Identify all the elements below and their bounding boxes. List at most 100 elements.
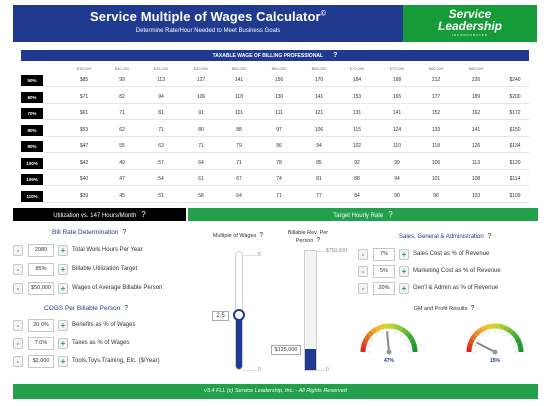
value-input[interactable]: $50,000 bbox=[28, 282, 54, 295]
stepper-label: Billable Utilization Target bbox=[72, 266, 138, 272]
value-input[interactable]: $2,000 bbox=[28, 355, 54, 368]
row-divider bbox=[45, 201, 529, 203]
help-icon[interactable]: ? bbox=[470, 305, 475, 312]
multiple-scale-bottom: 0 bbox=[258, 367, 261, 373]
table-row: 110% $39 45 51 58 64 71 77 84 90 96 103 $109 bbox=[21, 190, 529, 203]
row-divider bbox=[45, 119, 529, 120]
increment-button[interactable]: + bbox=[58, 264, 68, 275]
increment-button[interactable]: + bbox=[58, 283, 68, 294]
help-icon[interactable]: ? bbox=[316, 237, 321, 244]
gauge-tick bbox=[381, 330, 384, 335]
value-input[interactable]: 20% bbox=[373, 282, 395, 295]
table-row: 60% $71 82 94 106 118 130 141 153 165 177 189 $200 bbox=[21, 91, 529, 104]
wage-column-header: $60,000 bbox=[271, 66, 287, 71]
table-cell: 61 bbox=[198, 176, 204, 182]
table-cell: 212 bbox=[431, 77, 441, 83]
table-cell: 106 bbox=[431, 159, 441, 166]
increment-button[interactable]: + bbox=[58, 338, 68, 349]
table-cell: 71 bbox=[276, 192, 282, 199]
table-cell: 124 bbox=[392, 126, 402, 133]
table-cell: $61 bbox=[79, 110, 89, 116]
table-cell: 91 bbox=[198, 110, 204, 116]
table-cell: $85 bbox=[79, 77, 89, 83]
table-cell: 153 bbox=[352, 93, 362, 100]
wage-column-header: $85,000 bbox=[468, 66, 484, 71]
table-cell: 71 bbox=[236, 159, 242, 166]
increment-button[interactable]: + bbox=[58, 320, 68, 331]
wage-table-title: TAXABLE WAGE OF BILLING PROFESSIONAL? bbox=[21, 50, 529, 61]
decrement-button[interactable]: - bbox=[13, 245, 23, 256]
value-input[interactable]: 2080 bbox=[28, 244, 54, 257]
increment-button[interactable]: + bbox=[58, 356, 68, 367]
wage-column-header: $45,000 bbox=[153, 66, 169, 71]
table-cell: 85 bbox=[316, 159, 322, 166]
gauge-tick bbox=[371, 338, 374, 342]
gauge-needle bbox=[386, 331, 390, 353]
decrement-button[interactable]: - bbox=[13, 338, 23, 349]
table-cell: $42 bbox=[79, 159, 89, 166]
gross-margin-gauge: 47% bbox=[360, 323, 418, 364]
value-input[interactable]: 7.0% bbox=[28, 337, 54, 350]
decrement-button[interactable]: - bbox=[13, 320, 23, 331]
revenue-slider-track[interactable] bbox=[304, 250, 317, 371]
table-cell: 152 bbox=[431, 110, 441, 116]
decrement-button[interactable]: - bbox=[358, 266, 368, 277]
increment-button[interactable]: + bbox=[58, 245, 68, 256]
table-cell: 77 bbox=[316, 192, 322, 199]
help-icon[interactable]: ? bbox=[124, 305, 129, 312]
increment-button[interactable]: + bbox=[399, 249, 409, 260]
row-divider bbox=[45, 135, 529, 137]
increment-button[interactable]: + bbox=[399, 266, 409, 277]
help-icon[interactable]: ? bbox=[141, 210, 146, 219]
table-cell: 162 bbox=[471, 110, 481, 116]
wage-column-header: $80,000 bbox=[428, 66, 444, 71]
multiple-value[interactable]: 2.5 bbox=[212, 311, 229, 321]
table-cell: 71 bbox=[119, 110, 125, 116]
decrement-button[interactable]: - bbox=[13, 356, 23, 367]
help-icon[interactable]: ? bbox=[259, 232, 264, 239]
gauge-hub bbox=[386, 349, 392, 355]
value-input[interactable]: 5% bbox=[373, 265, 395, 278]
value-input[interactable]: 7% bbox=[373, 248, 395, 261]
logo-tagline: INCORPORATED bbox=[452, 33, 488, 37]
gauge-segment bbox=[400, 327, 408, 335]
help-icon[interactable]: ? bbox=[122, 229, 127, 236]
wage-column-header: $50,000 bbox=[193, 66, 209, 71]
tick bbox=[317, 370, 325, 371]
increment-button[interactable]: + bbox=[399, 283, 409, 294]
multiple-scale-top: 5 bbox=[258, 252, 261, 258]
gauge-segment bbox=[506, 327, 514, 335]
help-icon[interactable]: ? bbox=[487, 233, 492, 240]
table-cell: 106 bbox=[196, 93, 206, 100]
decrement-button[interactable]: - bbox=[358, 283, 368, 294]
table-cell: 170 bbox=[314, 77, 324, 83]
value-input[interactable]: 20.0% bbox=[28, 319, 54, 332]
utilization-label: 80% bbox=[21, 124, 43, 136]
help-icon[interactable]: ? bbox=[388, 210, 393, 219]
table-cell: 51 bbox=[158, 192, 164, 199]
utilization-label: 70% bbox=[21, 108, 43, 119]
row-divider bbox=[45, 86, 529, 87]
multiple-slider-handle[interactable] bbox=[233, 309, 245, 321]
table-cell: 110 bbox=[393, 143, 401, 149]
multiple-title: Multiple of Wages? bbox=[212, 232, 264, 239]
stepper-label: Gen'l & Admin as % of Revenue bbox=[413, 285, 499, 291]
decrement-button[interactable]: - bbox=[358, 249, 368, 260]
table-cell: $71 bbox=[79, 93, 89, 100]
row-divider bbox=[45, 152, 529, 153]
table-cell: 94 bbox=[158, 93, 164, 100]
table-row: 90% $47 55 63 71 79 86 94 102 110 118 126 $134 bbox=[21, 140, 529, 153]
utilization-label: 50% bbox=[21, 75, 43, 86]
gauge-segment bbox=[360, 342, 367, 348]
help-icon[interactable]: ? bbox=[333, 52, 338, 59]
gauge-segment bbox=[379, 323, 385, 330]
gauge-segment bbox=[515, 337, 522, 345]
table-cell: 126 bbox=[471, 143, 481, 149]
table-cell: 54 bbox=[158, 176, 164, 182]
decrement-button[interactable]: - bbox=[13, 264, 23, 275]
wage-column-header: $65,000 bbox=[311, 66, 327, 71]
decrement-button[interactable]: - bbox=[13, 283, 23, 294]
revenue-value[interactable]: $125,000 bbox=[271, 345, 301, 355]
value-input[interactable]: 85% bbox=[28, 263, 54, 276]
gauge-segment bbox=[396, 325, 404, 332]
